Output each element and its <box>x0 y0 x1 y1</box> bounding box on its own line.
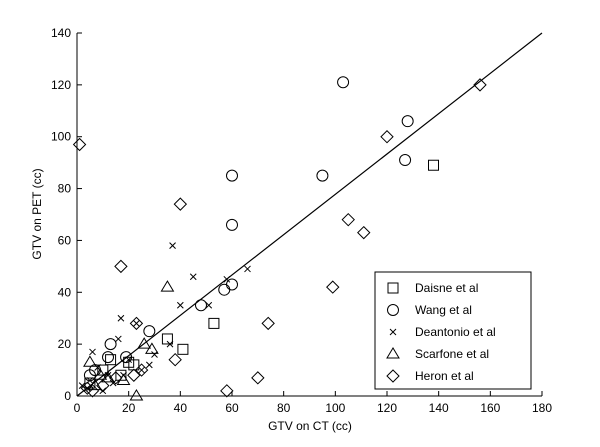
data-point-circle <box>143 325 156 338</box>
data-point-x <box>205 301 213 309</box>
data-point-diamond <box>341 212 355 227</box>
data-point-x <box>151 351 158 358</box>
x-tick-label: 120 <box>377 401 397 415</box>
data-point-circle <box>226 218 238 231</box>
data-point-diamond <box>326 280 340 294</box>
data-point-diamond <box>357 225 371 240</box>
data-point-circle <box>104 338 117 351</box>
data-point-square <box>208 317 220 329</box>
data-point-diamond <box>72 137 87 152</box>
x-tick-label: 60 <box>225 401 239 415</box>
data-point-diamond <box>134 363 149 377</box>
data-point-x <box>138 366 145 374</box>
series-circle <box>83 76 414 382</box>
data-point-x <box>117 314 125 322</box>
data-point-square <box>105 354 117 366</box>
data-point-x <box>78 382 86 389</box>
data-point-diamond <box>85 384 100 398</box>
legend-marker-circle <box>387 304 399 316</box>
data-point-circle <box>401 115 414 128</box>
data-point-x <box>223 275 231 283</box>
data-point-square <box>161 333 173 345</box>
legend-marker-square <box>387 282 399 294</box>
data-point-x <box>169 242 176 249</box>
data-point-x <box>114 335 122 343</box>
series-triangle <box>83 280 175 401</box>
data-point-diamond <box>96 378 110 393</box>
x-tick-label: 40 <box>174 401 188 415</box>
data-point-circle <box>226 169 238 182</box>
x-tick-label: 20 <box>122 401 136 415</box>
data-point-square <box>177 343 189 355</box>
x-axis-title: GTV on CT (cc) <box>268 419 352 433</box>
data-point-diamond <box>114 259 128 274</box>
data-point-square <box>97 364 109 376</box>
y-tick-label: 60 <box>58 233 72 247</box>
legend-marker-triangle <box>386 347 400 359</box>
data-point-triangle <box>83 355 97 367</box>
data-point-x <box>109 379 117 387</box>
legend-marker-x <box>389 328 397 336</box>
data-point-triangle <box>129 389 144 401</box>
data-point-circle <box>102 351 114 364</box>
x-tick-label: 80 <box>277 401 291 415</box>
data-point-triangle <box>160 280 175 292</box>
data-point-circle <box>218 283 231 296</box>
data-point-diamond <box>261 316 275 331</box>
data-point-x <box>189 273 197 281</box>
data-point-circle <box>195 299 207 312</box>
y-tick-label: 100 <box>51 130 71 144</box>
data-point-diamond <box>380 130 394 144</box>
data-point-triangle <box>93 368 108 380</box>
x-tick-label: 100 <box>325 401 345 415</box>
legend: Daisne et al Wang et al Deantonio et al Sca… <box>374 271 532 390</box>
data-point-x <box>89 348 96 356</box>
data-point-square <box>428 159 439 171</box>
data-point-x <box>125 356 133 364</box>
x-tick-label: 180 <box>532 401 552 415</box>
reference-line <box>76 32 543 397</box>
legend-label: Deantonio et al <box>415 325 496 339</box>
data-point-circle <box>226 278 238 291</box>
legend-label: Wang et al <box>415 303 472 317</box>
data-point-x <box>166 340 174 348</box>
y-tick-label: 20 <box>58 337 72 351</box>
data-point-diamond <box>127 368 141 382</box>
data-point-x <box>244 265 251 273</box>
y-tick-label: 40 <box>58 285 72 299</box>
data-point-diamond <box>251 371 265 385</box>
y-tick-label: 120 <box>51 78 71 92</box>
data-point-x <box>145 361 153 369</box>
legend-label: Heron et al <box>415 369 474 383</box>
data-point-square <box>115 369 127 381</box>
x-tick-label: 140 <box>429 401 449 415</box>
data-point-x <box>176 301 184 309</box>
data-point-triangle <box>137 337 152 349</box>
x-tick-label: 160 <box>480 401 500 415</box>
data-point-x <box>83 384 91 392</box>
data-point-diamond <box>109 371 123 385</box>
data-point-diamond <box>168 352 182 367</box>
data-point-diamond <box>173 197 188 211</box>
y-tick-label: 0 <box>64 389 71 403</box>
y-tick-label: 80 <box>58 182 72 196</box>
x-tick-label: 0 <box>74 401 81 415</box>
series-diamond <box>72 78 487 398</box>
legend-label: Daisne et al <box>415 281 478 295</box>
data-point-diamond <box>129 316 144 331</box>
legend-marker-diamond <box>386 369 400 383</box>
data-point-x <box>133 320 140 327</box>
series-x <box>78 242 251 395</box>
y-tick-label: 140 <box>51 26 71 40</box>
data-point-circle <box>399 154 412 167</box>
data-point-diamond <box>220 384 234 398</box>
data-point-diamond <box>473 78 487 92</box>
data-point-triangle <box>145 342 159 354</box>
data-point-circle <box>316 169 329 182</box>
data-point-circle <box>337 76 350 89</box>
y-axis-title: GTV on PET (cc) <box>30 168 44 259</box>
legend-label: Scarfone et al <box>415 347 489 361</box>
